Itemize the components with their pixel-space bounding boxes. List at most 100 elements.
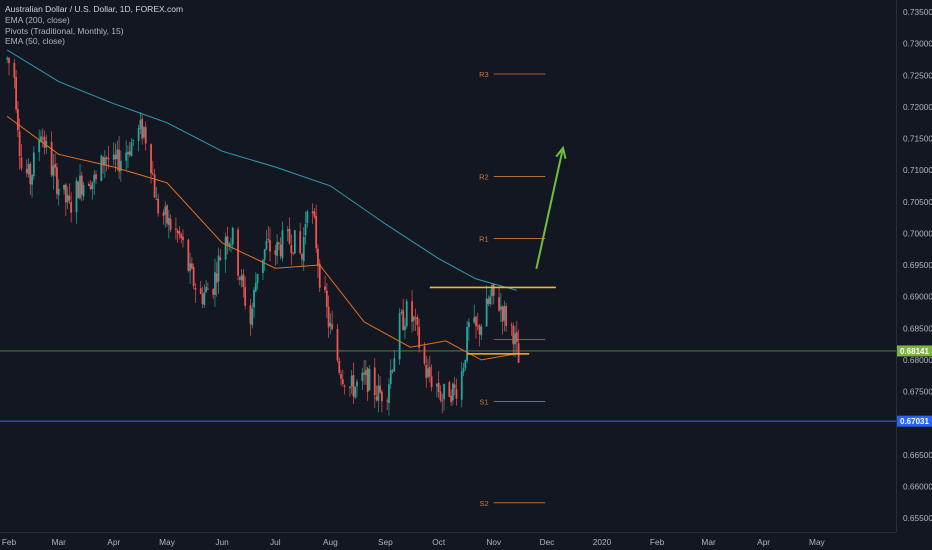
x-tick-label: May bbox=[809, 537, 826, 547]
candle-body bbox=[510, 324, 513, 326]
candle-body bbox=[317, 248, 319, 266]
candle-body bbox=[151, 173, 154, 175]
candle bbox=[224, 232, 227, 273]
candle bbox=[304, 211, 307, 245]
candle bbox=[178, 226, 181, 240]
candle-body bbox=[478, 325, 481, 335]
candle-body bbox=[290, 244, 293, 254]
candle-body bbox=[379, 385, 381, 393]
candle-body bbox=[41, 138, 44, 140]
candle bbox=[56, 162, 58, 200]
candle bbox=[366, 367, 369, 401]
candle-body bbox=[476, 325, 479, 327]
candle-body bbox=[460, 371, 463, 400]
candle bbox=[169, 214, 172, 233]
indicator-pivots[interactable]: Pivots (Traditional, Monthly, 15) bbox=[5, 25, 124, 36]
candle-body bbox=[79, 175, 81, 199]
candle bbox=[441, 393, 444, 414]
candle bbox=[313, 208, 316, 220]
price-tag-label: 0.68141 bbox=[900, 347, 929, 356]
candle bbox=[143, 126, 145, 140]
candle bbox=[517, 329, 520, 364]
candle bbox=[404, 317, 406, 340]
candle-body bbox=[15, 77, 18, 110]
ema50-line bbox=[6, 115, 517, 361]
candle-body bbox=[242, 274, 245, 287]
candle-body bbox=[192, 267, 195, 286]
candle bbox=[473, 304, 476, 324]
candle-body bbox=[450, 395, 453, 403]
candle bbox=[29, 161, 32, 195]
candle bbox=[327, 295, 330, 338]
candle-body bbox=[89, 185, 92, 190]
candle bbox=[212, 288, 215, 299]
candle-body bbox=[230, 244, 232, 246]
candle-body bbox=[175, 228, 177, 230]
candle bbox=[315, 204, 318, 254]
candle-body bbox=[238, 277, 241, 280]
candle-body bbox=[231, 227, 234, 245]
candle bbox=[144, 121, 147, 151]
candle-body bbox=[517, 343, 520, 363]
indicator-ema200[interactable]: EMA (200, close) bbox=[5, 14, 70, 25]
candle-body bbox=[80, 175, 83, 195]
candle-body bbox=[453, 384, 456, 389]
candle bbox=[57, 179, 60, 206]
candle-body bbox=[143, 127, 145, 138]
y-tick-label: 0.70500 bbox=[903, 197, 932, 207]
candle bbox=[199, 280, 202, 295]
candle-body bbox=[485, 298, 488, 327]
candle bbox=[155, 187, 158, 200]
candle bbox=[467, 318, 470, 341]
candle bbox=[386, 397, 389, 411]
candle-body bbox=[329, 322, 332, 327]
pivot-label-s1: S1 bbox=[480, 398, 489, 407]
candle-body bbox=[162, 212, 165, 216]
candle bbox=[489, 289, 492, 307]
candle-body bbox=[416, 317, 419, 325]
candle bbox=[107, 145, 110, 169]
candle-body bbox=[412, 316, 415, 321]
pivot-label-r3: R3 bbox=[479, 70, 489, 79]
candle bbox=[119, 150, 122, 182]
candle bbox=[249, 298, 252, 336]
candle-body bbox=[180, 234, 183, 238]
candle bbox=[190, 257, 193, 270]
candle-body bbox=[480, 326, 483, 336]
y-tick-label: 0.65500 bbox=[903, 513, 932, 523]
candle bbox=[254, 272, 257, 293]
candle-body bbox=[240, 275, 243, 281]
candle bbox=[226, 226, 229, 255]
candle bbox=[412, 315, 415, 331]
candle bbox=[15, 70, 18, 113]
candle bbox=[40, 130, 42, 143]
candle-body bbox=[487, 298, 490, 304]
candle-body bbox=[350, 375, 353, 387]
candle bbox=[95, 170, 97, 185]
candle-body bbox=[492, 283, 495, 296]
candle bbox=[139, 111, 142, 135]
candle-body bbox=[118, 149, 120, 172]
candle-body bbox=[20, 157, 23, 169]
candle bbox=[43, 130, 46, 155]
candle bbox=[267, 225, 270, 243]
candle bbox=[499, 293, 502, 322]
candle-body bbox=[167, 217, 170, 225]
candle bbox=[279, 237, 282, 260]
candle bbox=[354, 385, 357, 400]
candle bbox=[299, 222, 302, 255]
candle bbox=[112, 142, 115, 166]
candle-body bbox=[95, 174, 97, 180]
candle-body bbox=[68, 195, 71, 201]
candle bbox=[214, 258, 216, 308]
candle-body bbox=[364, 370, 367, 376]
indicator-ema50[interactable]: EMA (50, close) bbox=[5, 36, 65, 47]
candle bbox=[451, 382, 454, 405]
candle-body bbox=[418, 326, 421, 348]
candle-body bbox=[393, 358, 396, 372]
candle-body bbox=[40, 136, 42, 142]
candle bbox=[427, 358, 429, 379]
y-tick-label: 0.70000 bbox=[903, 228, 932, 238]
candle bbox=[215, 261, 218, 297]
